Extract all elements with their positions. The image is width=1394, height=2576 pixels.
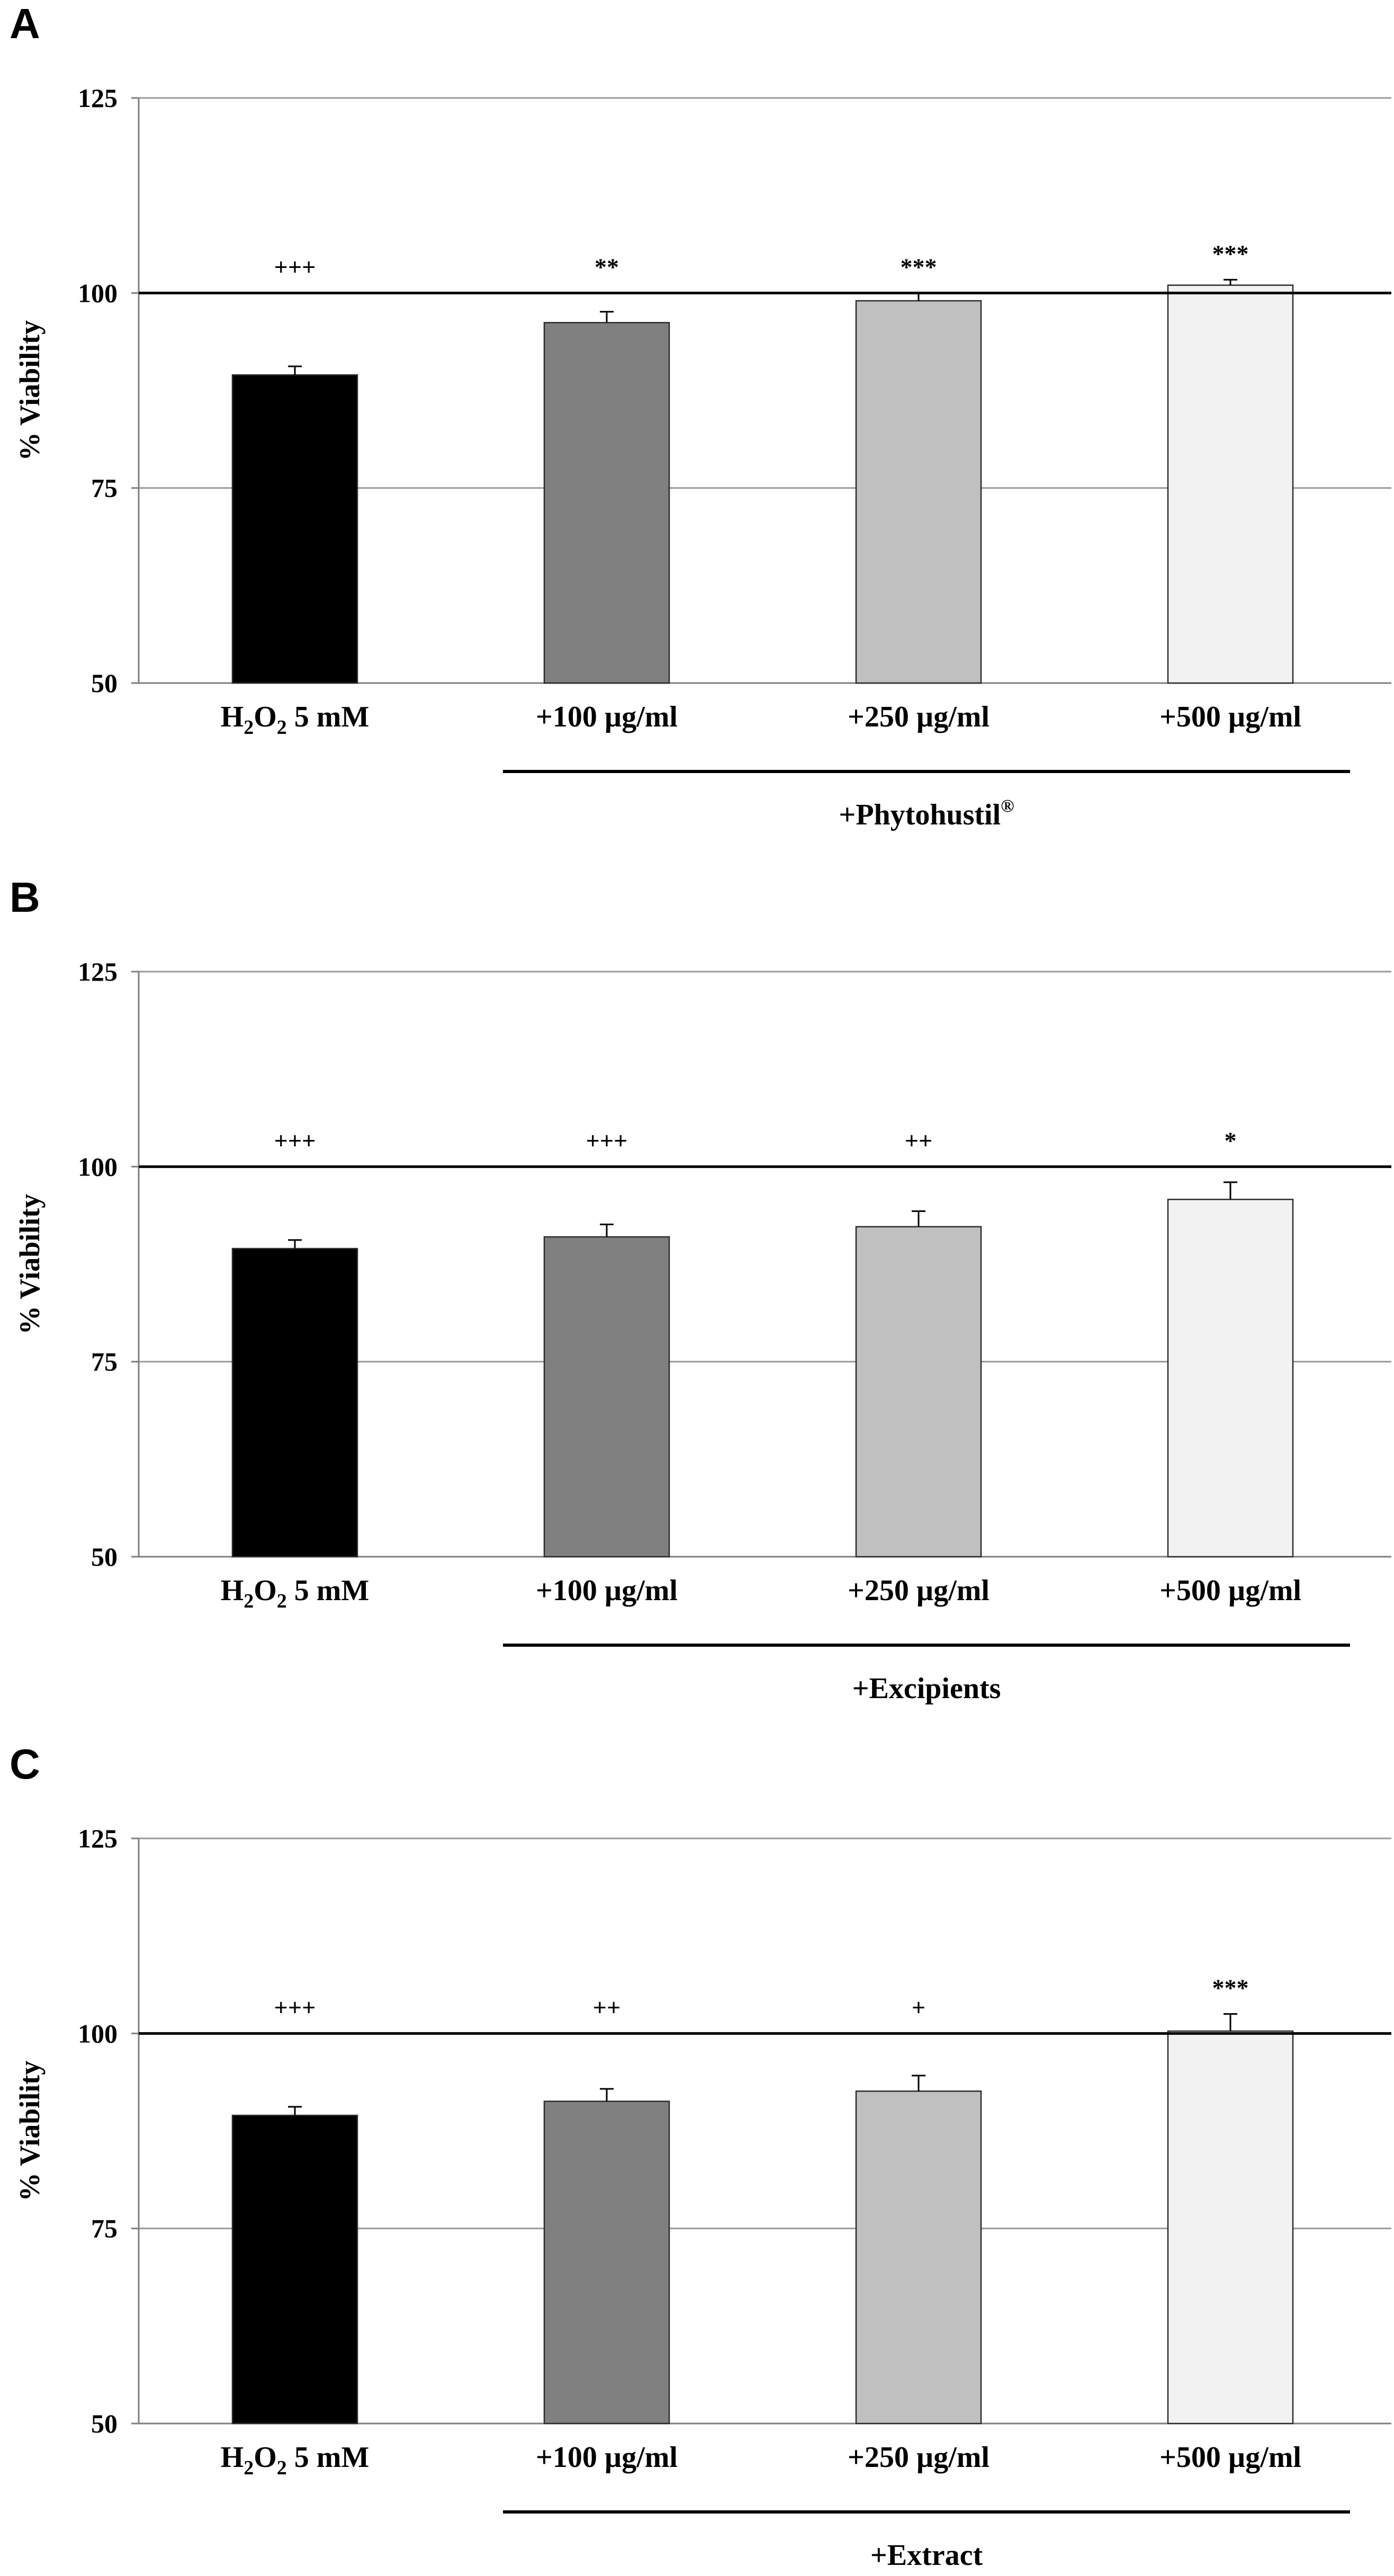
significance-label: +++ xyxy=(274,1127,316,1154)
panel-letter: A xyxy=(10,0,40,47)
y-tick-label: 125 xyxy=(78,83,118,113)
y-tick-label: 75 xyxy=(91,2214,118,2243)
y-tick-label: 100 xyxy=(78,1152,118,1181)
significance-label: *** xyxy=(1212,240,1249,267)
bar xyxy=(231,1247,358,1558)
bar xyxy=(855,300,982,684)
x-category-label: +100 µg/ml xyxy=(536,701,678,733)
y-axis-title: % Viability xyxy=(14,320,46,461)
group-label: +Extract xyxy=(870,2539,983,2572)
bar xyxy=(1167,1198,1294,1558)
significance-label: *** xyxy=(901,253,937,280)
bar xyxy=(543,2101,670,2425)
y-tick-label: 75 xyxy=(91,473,118,503)
significance-label: +++ xyxy=(274,1994,316,2021)
x-category-label: +250 µg/ml xyxy=(848,1574,990,1607)
significance-label: +++ xyxy=(586,1127,628,1154)
significance-label: ++ xyxy=(905,1127,932,1154)
bar xyxy=(543,322,670,684)
group-label: +Excipients xyxy=(852,1672,1001,1705)
y-tick-label: 50 xyxy=(91,2409,118,2438)
y-tick-label: 100 xyxy=(78,278,118,308)
bar xyxy=(855,1226,982,1558)
x-category-label: +500 µg/ml xyxy=(1159,701,1301,733)
panel-letter: B xyxy=(10,874,40,921)
y-tick-label: 50 xyxy=(91,1542,118,1572)
bar xyxy=(1167,284,1294,684)
y-tick-label: 125 xyxy=(78,957,118,986)
significance-label: +++ xyxy=(274,253,316,280)
bar xyxy=(1167,2030,1294,2425)
x-category-label: H2O2 5 mM xyxy=(221,2441,370,2479)
bar xyxy=(543,1236,670,1558)
x-category-label: H2O2 5 mM xyxy=(221,701,370,739)
y-tick-label: 75 xyxy=(91,1347,118,1377)
y-tick-label: 125 xyxy=(78,1824,118,1853)
x-category-label: +250 µg/ml xyxy=(848,701,990,733)
x-category-label: +100 µg/ml xyxy=(536,1574,678,1607)
group-label: +Phytohustil® xyxy=(839,796,1014,831)
significance-label: + xyxy=(912,1994,925,2021)
x-category-label: +250 µg/ml xyxy=(848,2441,990,2474)
significance-label: ** xyxy=(595,253,619,280)
bar xyxy=(231,2114,358,2425)
y-tick-label: 50 xyxy=(91,668,118,698)
bar xyxy=(231,374,358,684)
y-tick-label: 100 xyxy=(78,2018,118,2048)
y-axis-title: % Viability xyxy=(14,1194,46,1335)
x-category-label: +100 µg/ml xyxy=(536,2441,678,2474)
x-category-label: +500 µg/ml xyxy=(1159,2441,1301,2474)
bar xyxy=(855,2090,982,2425)
x-category-label: H2O2 5 mM xyxy=(221,1574,370,1612)
panel-letter: C xyxy=(10,1740,40,1788)
significance-label: *** xyxy=(1212,1974,1249,2001)
x-category-label: +500 µg/ml xyxy=(1159,1574,1301,1607)
y-axis-title: % Viability xyxy=(14,2061,46,2202)
significance-label: * xyxy=(1225,1127,1237,1154)
significance-label: ++ xyxy=(593,1994,620,2021)
